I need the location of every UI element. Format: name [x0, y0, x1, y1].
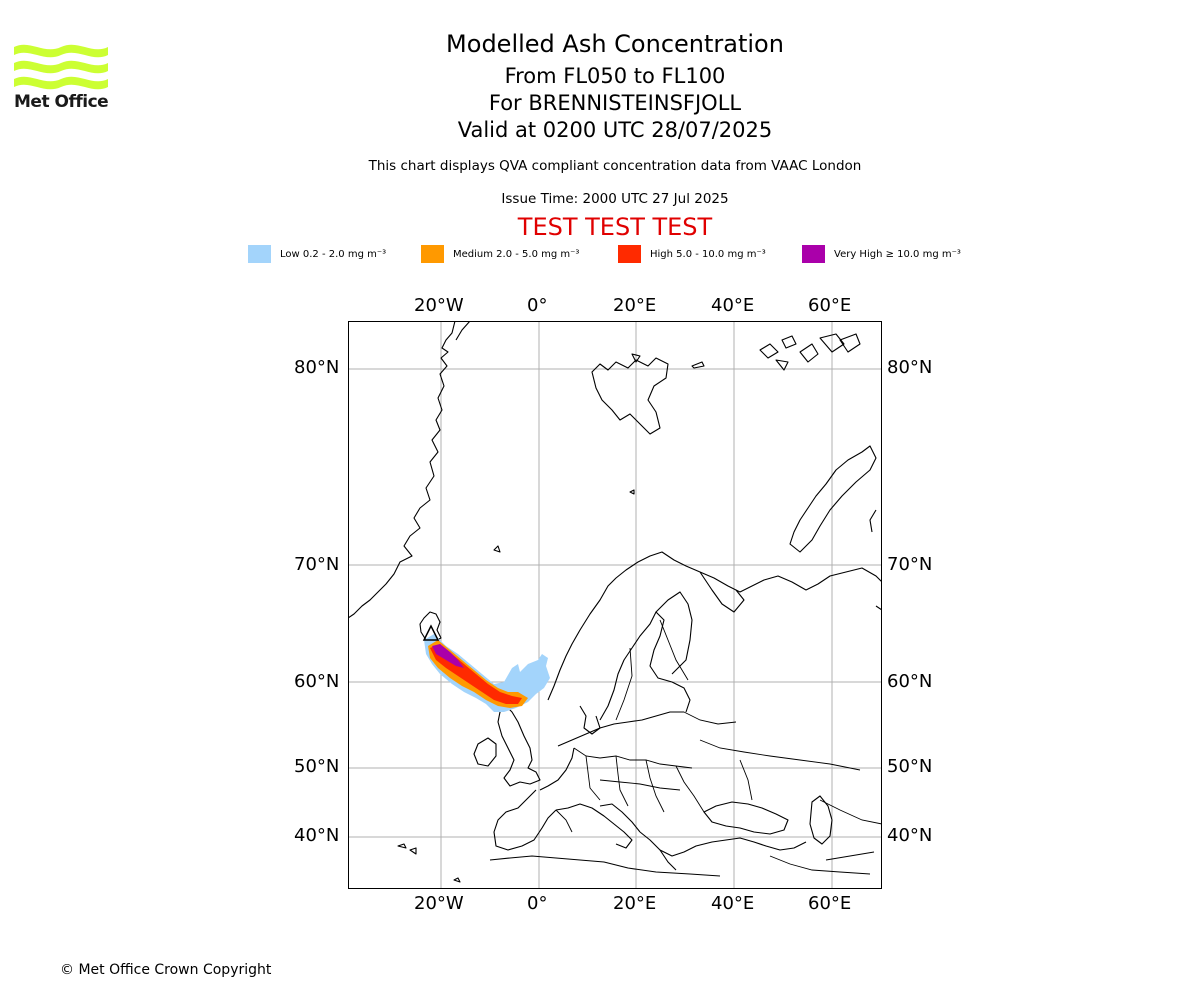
lon-tick-top-0: 0°: [527, 295, 548, 316]
lon-tick-top-60e: 60°E: [808, 295, 852, 316]
lon-tick-bottom-0: 0°: [527, 893, 548, 914]
lat-tick-right-80n: 80°N: [887, 357, 933, 378]
lat-tick-left-40n: 40°N: [294, 825, 340, 846]
ash-plume: [422, 624, 550, 712]
legend-item-very-high: Very High ≥ 10.0 mg m⁻³: [802, 244, 961, 264]
lat-tick-right-60n: 60°N: [887, 671, 933, 692]
lon-tick-top-20w: 20°W: [414, 295, 464, 316]
legend-item-high: High 5.0 - 10.0 mg m⁻³: [618, 244, 766, 264]
country-borders: [555, 619, 882, 875]
map-border: [348, 321, 882, 889]
volcano-marker-icon: [422, 624, 440, 641]
volcano-name: For BRENNISTEINSFJOLL: [488, 91, 742, 115]
copyright-notice: © Met Office Crown Copyright: [60, 962, 272, 978]
legend-item-low: Low 0.2 - 2.0 mg m⁻³: [248, 244, 386, 264]
ash-very-high-area: [432, 644, 464, 668]
lon-tick-top-40e: 40°E: [711, 295, 755, 316]
lon-tick-bottom-40e: 40°E: [711, 893, 755, 914]
legend-label-medium: Medium 2.0 - 5.0 mg m⁻³: [453, 248, 580, 260]
flight-level-range: From FL050 to FL100: [504, 64, 726, 88]
lon-tick-bottom-60e: 60°E: [808, 893, 852, 914]
lat-tick-left-70n: 70°N: [294, 554, 340, 575]
lon-tick-bottom-20w: 20°W: [414, 893, 464, 914]
chart-title: Modelled Ash Concentration: [446, 30, 784, 58]
legend-swatch-high: [618, 245, 641, 263]
lon-tick-top-20e: 20°E: [613, 295, 657, 316]
lat-tick-right-70n: 70°N: [887, 554, 933, 575]
map-gridlines: [348, 321, 882, 889]
legend-swatch-very-high: [802, 245, 825, 263]
lat-tick-left-60n: 60°N: [294, 671, 340, 692]
test-banner: TEST TEST TEST: [517, 213, 713, 241]
legend-label-low: Low 0.2 - 2.0 mg m⁻³: [280, 248, 387, 260]
valid-time: Valid at 0200 UTC 28/07/2025: [457, 118, 773, 142]
lat-tick-left-80n: 80°N: [294, 357, 340, 378]
lat-tick-right-40n: 40°N: [887, 825, 933, 846]
legend-label-high: High 5.0 - 10.0 mg m⁻³: [650, 248, 766, 260]
legend-item-medium: Medium 2.0 - 5.0 mg m⁻³: [421, 244, 579, 264]
issue-time: Issue Time: 2000 UTC 27 Jul 2025: [501, 191, 729, 207]
lat-tick-left-50n: 50°N: [294, 756, 340, 777]
chart-description: This chart displays QVA compliant concen…: [368, 158, 862, 174]
lon-tick-bottom-20e: 20°E: [613, 893, 657, 914]
ash-map: [348, 321, 882, 889]
legend-swatch-medium: [421, 245, 444, 263]
lat-tick-right-50n: 50°N: [887, 756, 933, 777]
met-office-logo: [14, 44, 108, 90]
legend-swatch-low: [248, 245, 271, 263]
legend-label-very-high: Very High ≥ 10.0 mg m⁻³: [834, 248, 961, 260]
logo-text: Met Office: [14, 92, 109, 112]
